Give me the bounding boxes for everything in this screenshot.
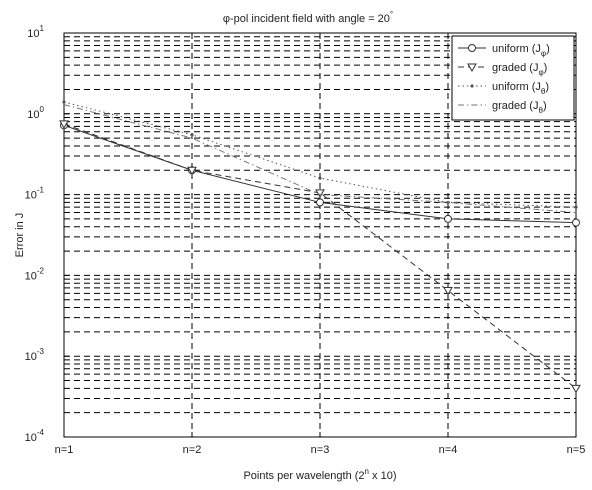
data-point bbox=[467, 63, 477, 73]
legend-label: uniform (Jφ) bbox=[492, 43, 550, 58]
series-2 bbox=[59, 120, 581, 394]
data-point bbox=[318, 176, 322, 180]
series-line bbox=[63, 123, 577, 389]
data-point bbox=[574, 205, 578, 209]
data-point bbox=[63, 103, 65, 106]
data-point bbox=[468, 44, 476, 52]
data-point bbox=[571, 384, 581, 394]
y-axis-label: Error in J bbox=[14, 213, 26, 258]
data-point bbox=[191, 137, 193, 139]
x-axis: n=1 n=2 n=3 n=4 n=5 bbox=[55, 432, 586, 456]
x-tick-label: n=2 bbox=[183, 444, 202, 456]
legend-entry: uniform (Jφ) bbox=[458, 43, 550, 58]
legend-label: uniform (Jθ) bbox=[492, 81, 549, 96]
data-point bbox=[447, 201, 449, 204]
data-point bbox=[315, 189, 325, 198]
series-4 bbox=[63, 103, 577, 214]
chart-title: φ-pol incident field with angle = 20° bbox=[223, 10, 393, 25]
y-tick-label: 10-1 bbox=[25, 186, 45, 202]
data-point bbox=[190, 133, 194, 137]
legend-label: graded (Jθ) bbox=[492, 100, 547, 115]
data-point bbox=[316, 198, 324, 207]
y-axis: 10-4 10-3 10-2 10-1 100 101 bbox=[25, 24, 69, 444]
y-tick-label: 10-4 bbox=[25, 428, 45, 444]
legend-entry: graded (Jφ) bbox=[458, 62, 547, 77]
data-point bbox=[62, 100, 66, 104]
x-tick-label: n=5 bbox=[567, 444, 586, 456]
x-tick-label: n=4 bbox=[439, 444, 458, 456]
x-tick-label: n=3 bbox=[311, 444, 330, 456]
data-point bbox=[187, 166, 197, 176]
data-point bbox=[443, 287, 453, 296]
legend-entry: graded (Jθ) bbox=[458, 100, 547, 115]
data-point bbox=[59, 120, 69, 129]
y-tick-label: 101 bbox=[27, 24, 44, 40]
title-degree-sup: ° bbox=[390, 10, 393, 19]
data-point bbox=[470, 84, 474, 88]
y-tick-label: 100 bbox=[27, 105, 44, 121]
y-tick-label: 10-2 bbox=[25, 266, 45, 282]
grid bbox=[64, 33, 576, 437]
legend: uniform (Jφ) graded (Jφ) uniform (Jθ) grade… bbox=[451, 35, 575, 121]
series-layer bbox=[59, 100, 581, 394]
data-point bbox=[471, 104, 473, 106]
data-point bbox=[575, 211, 577, 214]
x-axis-label: Points per wavelength (2n x 10) bbox=[243, 467, 396, 482]
data-point bbox=[572, 218, 580, 227]
legend-label: graded (Jφ) bbox=[492, 62, 547, 77]
y-tick-label: 10-3 bbox=[25, 347, 45, 363]
data-point bbox=[319, 193, 321, 196]
x-tick-label: n=1 bbox=[55, 444, 74, 456]
data-point bbox=[444, 214, 452, 223]
legend-entry: uniform (Jθ) bbox=[458, 81, 549, 96]
